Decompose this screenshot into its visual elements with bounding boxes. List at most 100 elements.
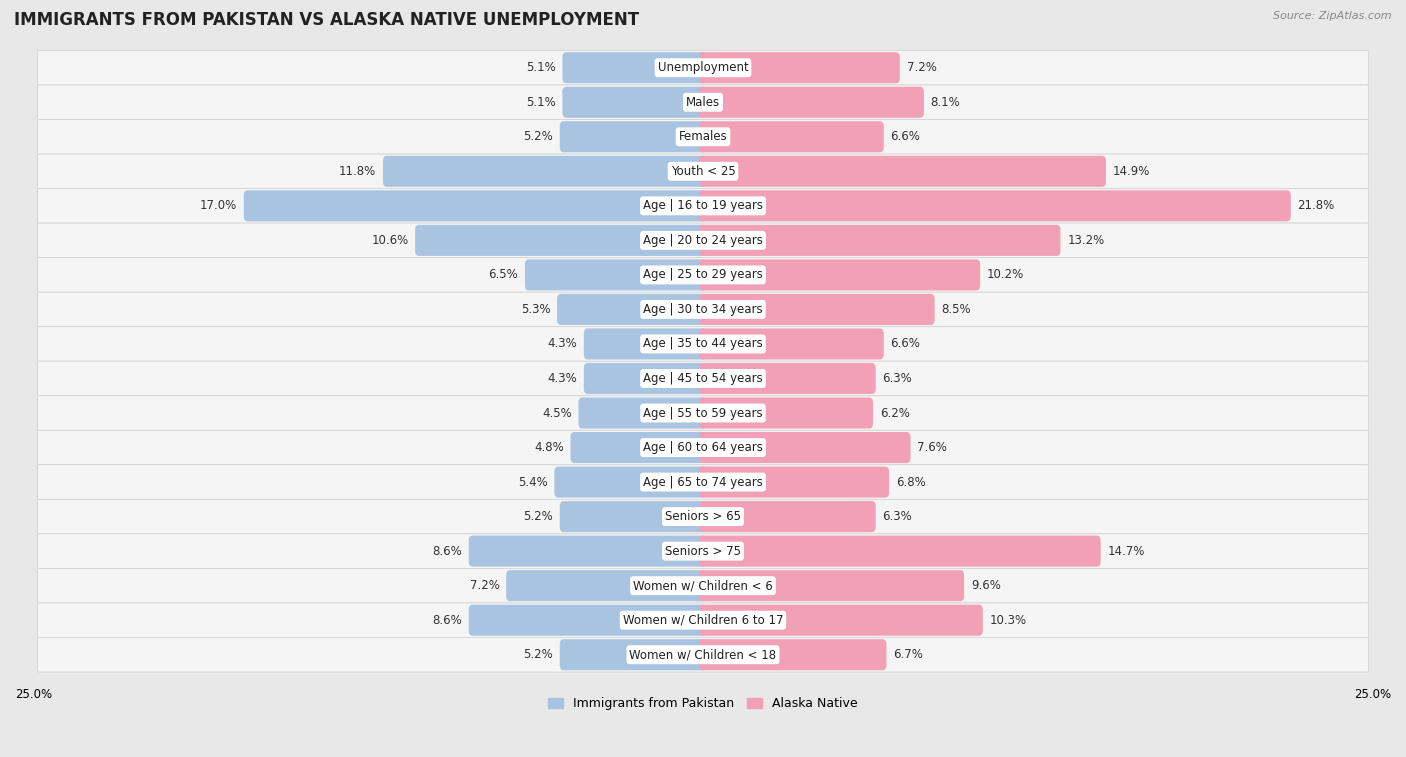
FancyBboxPatch shape	[38, 327, 1368, 361]
Text: Youth < 25: Youth < 25	[671, 165, 735, 178]
FancyBboxPatch shape	[38, 430, 1368, 465]
Text: Seniors > 75: Seniors > 75	[665, 544, 741, 558]
FancyBboxPatch shape	[699, 156, 1107, 187]
Text: Age | 45 to 54 years: Age | 45 to 54 years	[643, 372, 763, 385]
FancyBboxPatch shape	[415, 225, 707, 256]
FancyBboxPatch shape	[38, 603, 1368, 637]
FancyBboxPatch shape	[38, 188, 1368, 223]
FancyBboxPatch shape	[562, 87, 707, 118]
Text: Age | 55 to 59 years: Age | 55 to 59 years	[643, 407, 763, 419]
FancyBboxPatch shape	[38, 569, 1368, 603]
Text: 6.5%: 6.5%	[488, 269, 519, 282]
FancyBboxPatch shape	[557, 294, 707, 325]
Text: Age | 25 to 29 years: Age | 25 to 29 years	[643, 269, 763, 282]
FancyBboxPatch shape	[699, 501, 876, 532]
FancyBboxPatch shape	[38, 51, 1368, 85]
Text: 6.3%: 6.3%	[883, 510, 912, 523]
FancyBboxPatch shape	[699, 639, 886, 670]
FancyBboxPatch shape	[560, 501, 707, 532]
FancyBboxPatch shape	[699, 52, 900, 83]
Text: 14.9%: 14.9%	[1112, 165, 1150, 178]
FancyBboxPatch shape	[38, 534, 1368, 569]
Text: 17.0%: 17.0%	[200, 199, 238, 213]
FancyBboxPatch shape	[243, 190, 707, 221]
FancyBboxPatch shape	[38, 154, 1368, 188]
Text: 4.8%: 4.8%	[534, 441, 564, 454]
FancyBboxPatch shape	[38, 120, 1368, 154]
Text: 5.2%: 5.2%	[523, 510, 553, 523]
FancyBboxPatch shape	[38, 257, 1368, 292]
Text: 8.6%: 8.6%	[432, 544, 463, 558]
Text: Age | 35 to 44 years: Age | 35 to 44 years	[643, 338, 763, 350]
FancyBboxPatch shape	[699, 605, 983, 636]
Text: 10.6%: 10.6%	[371, 234, 409, 247]
Text: Males: Males	[686, 95, 720, 109]
Text: Age | 16 to 19 years: Age | 16 to 19 years	[643, 199, 763, 213]
FancyBboxPatch shape	[382, 156, 707, 187]
Text: 11.8%: 11.8%	[339, 165, 377, 178]
FancyBboxPatch shape	[38, 85, 1368, 120]
Text: 4.5%: 4.5%	[543, 407, 572, 419]
Text: 8.1%: 8.1%	[931, 95, 960, 109]
FancyBboxPatch shape	[699, 87, 924, 118]
Text: Age | 30 to 34 years: Age | 30 to 34 years	[643, 303, 763, 316]
FancyBboxPatch shape	[583, 363, 707, 394]
Text: 21.8%: 21.8%	[1298, 199, 1334, 213]
FancyBboxPatch shape	[468, 536, 707, 567]
Text: IMMIGRANTS FROM PAKISTAN VS ALASKA NATIVE UNEMPLOYMENT: IMMIGRANTS FROM PAKISTAN VS ALASKA NATIV…	[14, 11, 640, 30]
FancyBboxPatch shape	[38, 396, 1368, 430]
FancyBboxPatch shape	[468, 605, 707, 636]
Text: 8.5%: 8.5%	[942, 303, 972, 316]
Text: 5.4%: 5.4%	[517, 475, 548, 488]
Text: Age | 20 to 24 years: Age | 20 to 24 years	[643, 234, 763, 247]
Text: Seniors > 65: Seniors > 65	[665, 510, 741, 523]
FancyBboxPatch shape	[699, 260, 980, 291]
Text: 9.6%: 9.6%	[970, 579, 1001, 592]
FancyBboxPatch shape	[699, 225, 1060, 256]
Text: 8.6%: 8.6%	[432, 614, 463, 627]
FancyBboxPatch shape	[524, 260, 707, 291]
FancyBboxPatch shape	[560, 121, 707, 152]
FancyBboxPatch shape	[38, 500, 1368, 534]
Text: 6.7%: 6.7%	[893, 648, 922, 661]
Text: 5.2%: 5.2%	[523, 648, 553, 661]
FancyBboxPatch shape	[562, 52, 707, 83]
FancyBboxPatch shape	[699, 397, 873, 428]
Text: 4.3%: 4.3%	[547, 338, 576, 350]
Text: 6.8%: 6.8%	[896, 475, 925, 488]
FancyBboxPatch shape	[699, 466, 889, 497]
Text: 7.2%: 7.2%	[470, 579, 499, 592]
Text: 7.2%: 7.2%	[907, 61, 936, 74]
FancyBboxPatch shape	[699, 190, 1291, 221]
Text: Women w/ Children 6 to 17: Women w/ Children 6 to 17	[623, 614, 783, 627]
FancyBboxPatch shape	[38, 465, 1368, 500]
Text: Unemployment: Unemployment	[658, 61, 748, 74]
Text: Females: Females	[679, 130, 727, 143]
FancyBboxPatch shape	[38, 637, 1368, 672]
Text: 10.3%: 10.3%	[990, 614, 1026, 627]
Text: Women w/ Children < 18: Women w/ Children < 18	[630, 648, 776, 661]
Text: 10.2%: 10.2%	[987, 269, 1024, 282]
FancyBboxPatch shape	[38, 223, 1368, 257]
Text: 5.1%: 5.1%	[526, 95, 555, 109]
FancyBboxPatch shape	[506, 570, 707, 601]
Legend: Immigrants from Pakistan, Alaska Native: Immigrants from Pakistan, Alaska Native	[543, 692, 863, 715]
Text: 6.6%: 6.6%	[890, 130, 921, 143]
Text: 14.7%: 14.7%	[1108, 544, 1144, 558]
Text: 5.3%: 5.3%	[520, 303, 550, 316]
Text: 4.3%: 4.3%	[547, 372, 576, 385]
FancyBboxPatch shape	[571, 432, 707, 463]
FancyBboxPatch shape	[699, 294, 935, 325]
FancyBboxPatch shape	[578, 397, 707, 428]
FancyBboxPatch shape	[699, 329, 884, 360]
Text: 6.2%: 6.2%	[880, 407, 910, 419]
Text: 13.2%: 13.2%	[1067, 234, 1105, 247]
FancyBboxPatch shape	[38, 292, 1368, 327]
Text: Source: ZipAtlas.com: Source: ZipAtlas.com	[1274, 11, 1392, 21]
FancyBboxPatch shape	[699, 121, 884, 152]
FancyBboxPatch shape	[583, 329, 707, 360]
FancyBboxPatch shape	[554, 466, 707, 497]
Text: Women w/ Children < 6: Women w/ Children < 6	[633, 579, 773, 592]
FancyBboxPatch shape	[699, 432, 911, 463]
Text: 6.6%: 6.6%	[890, 338, 921, 350]
